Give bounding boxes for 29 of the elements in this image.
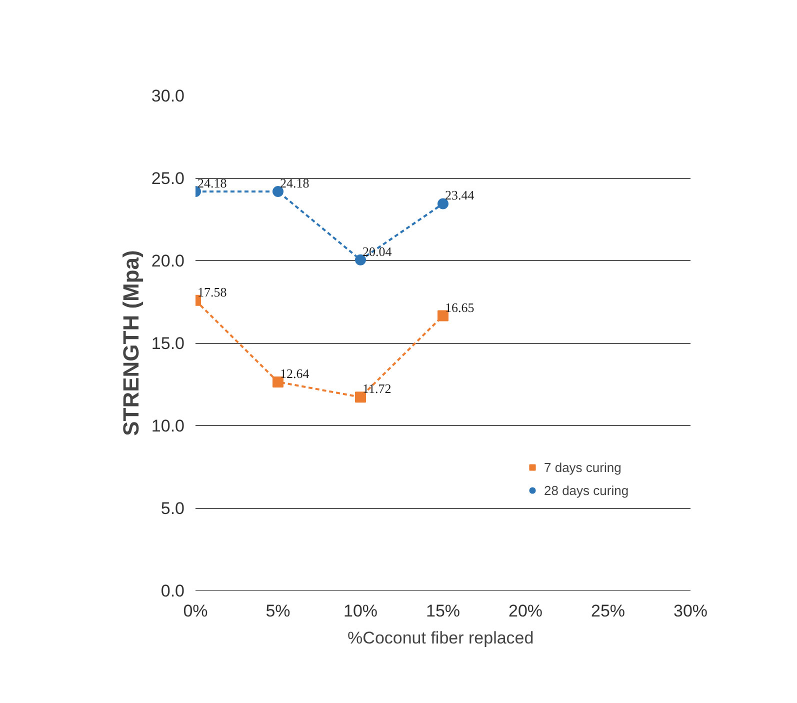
y-tick-label: 15.0 <box>151 334 185 353</box>
x-tick-label: 15% <box>426 602 460 620</box>
legend-label: 7 days curing <box>544 460 622 474</box>
x-axis-title: %Coconut fiber replaced <box>348 628 534 648</box>
data-label: 17.58 <box>198 284 227 300</box>
y-tick-label: 25.0 <box>151 169 185 188</box>
data-label: 23.44 <box>445 188 475 203</box>
x-tick-label: 20% <box>508 602 543 620</box>
x-tick-label: 0% <box>183 602 208 620</box>
x-tick-label: 30% <box>673 602 708 620</box>
point <box>272 186 284 198</box>
point <box>355 392 366 403</box>
y-tick-label: 30.0 <box>151 86 185 106</box>
y-tick-label: 20.0 <box>151 252 185 270</box>
data-label: 20.04 <box>362 244 392 259</box>
legend-label: 28 days curing <box>544 482 629 498</box>
data-label: 24.18 <box>198 176 227 191</box>
x-tick-label: 10% <box>343 602 378 620</box>
y-tick-label: 0.0 <box>160 582 185 600</box>
x-tick-label: 5% <box>266 602 290 620</box>
data-label: 11.72 <box>362 381 392 396</box>
x-tick-label: 25% <box>590 602 626 620</box>
y-tick-label: 5.0 <box>160 499 185 518</box>
point <box>438 198 448 210</box>
y-tick-label: 10.0 <box>151 416 185 436</box>
y-axis-title: STRENGTH (Mpa) <box>118 250 144 436</box>
data-label: 16.65 <box>445 300 474 315</box>
data-label: 24.18 <box>280 176 310 191</box>
data-label: 12.64 <box>280 366 310 381</box>
